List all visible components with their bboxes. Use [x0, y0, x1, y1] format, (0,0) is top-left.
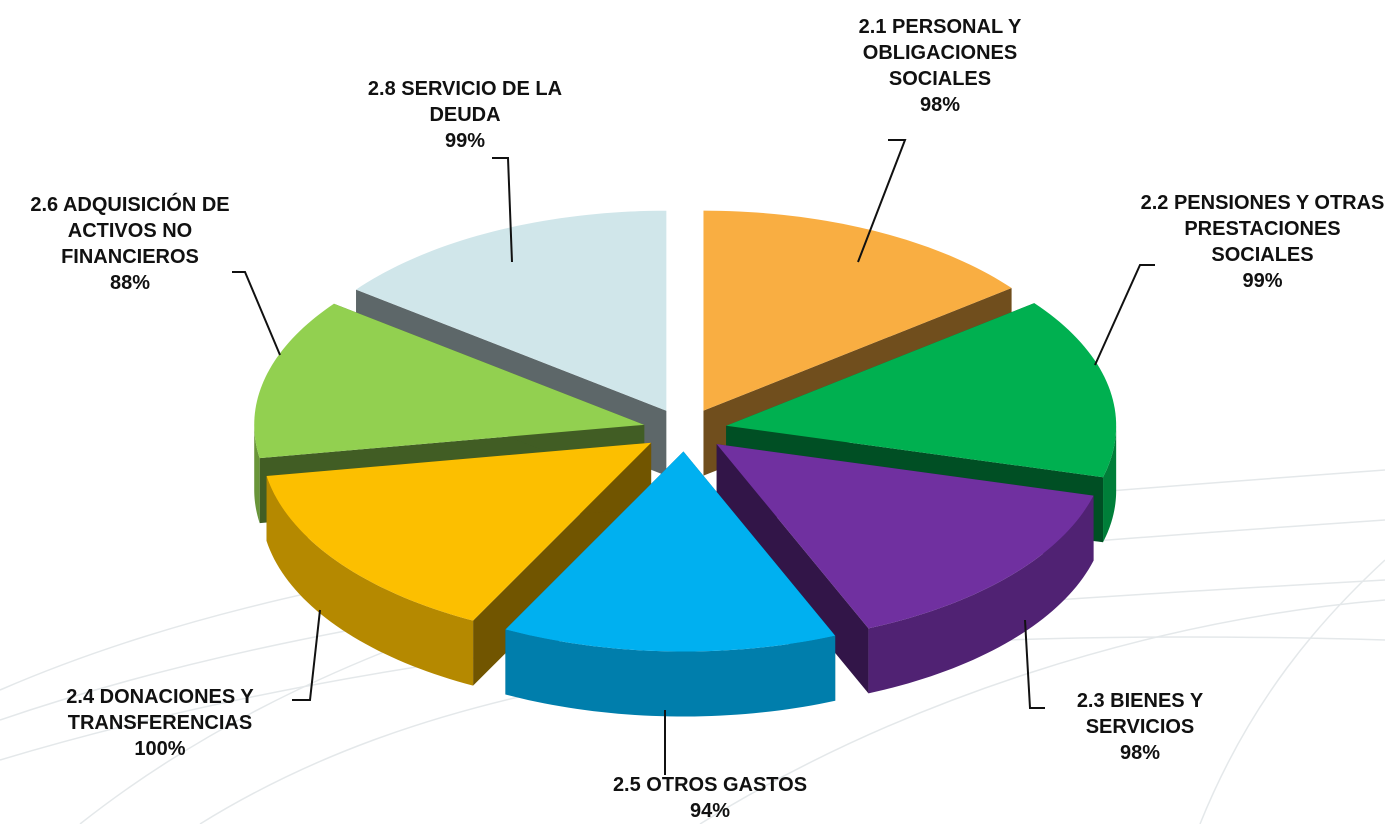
leader-line [292, 609, 321, 701]
leader-line [857, 139, 907, 263]
data-label: 2.4 DONACIONES Y TRANSFERENCIAS 100% [20, 684, 300, 762]
leader-line [492, 157, 513, 263]
slice [505, 451, 836, 652]
slice-wall [505, 629, 836, 717]
category-label: 2.4 DONACIONES Y TRANSFERENCIAS [66, 686, 254, 734]
data-label: 2.1 PERSONAL Y OBLIGACIONES SOCIALES 98% [810, 14, 1070, 118]
value-label: 88% [109, 272, 151, 294]
category-label: 2.5 OTROS GASTOS [612, 774, 808, 796]
slice-wall [266, 476, 474, 686]
slice [266, 442, 652, 621]
value-label: 98% [919, 94, 961, 116]
slice [356, 210, 667, 411]
value-label: 99% [444, 130, 486, 152]
data-label: 2.8 SERVICIO DE LA DEUDA 99% [340, 76, 590, 154]
data-label: 2.3 BIENES Y SERVICIOS 98% [1040, 688, 1240, 766]
value-label: 94% [689, 800, 731, 822]
category-label: 2.3 BIENES Y SERVICIOS [1076, 690, 1204, 738]
slice-wall [254, 424, 260, 524]
data-label: 2.2 PENSIONES Y OTRAS PRESTACIONES SOCIA… [1140, 190, 1385, 294]
leader-line [1094, 264, 1155, 366]
slice-wall [868, 495, 1094, 694]
data-label: 2.5 OTROS GASTOS 94% [560, 772, 860, 824]
leader-line [232, 271, 281, 356]
value-label: 100% [134, 738, 186, 760]
slice [254, 303, 645, 459]
slice [703, 210, 1012, 411]
category-label: 2.8 SERVICIO DE LA DEUDA [367, 78, 563, 126]
data-label: 2.6 ADQUISICIÓN DE ACTIVOS NO FINANCIERO… [10, 192, 250, 296]
slice [716, 444, 1094, 629]
slice-wall [1103, 425, 1117, 543]
category-label: 2.1 PERSONAL Y OBLIGACIONES SOCIALES [858, 16, 1022, 90]
value-label: 99% [1242, 270, 1283, 292]
value-label: 98% [1119, 742, 1161, 764]
category-label: 2.2 PENSIONES Y OTRAS PRESTACIONES SOCIA… [1140, 192, 1385, 266]
slice [726, 303, 1117, 478]
leader-line [1024, 619, 1045, 709]
category-label: 2.6 ADQUISICIÓN DE ACTIVOS NO FINANCIERO… [30, 194, 230, 268]
